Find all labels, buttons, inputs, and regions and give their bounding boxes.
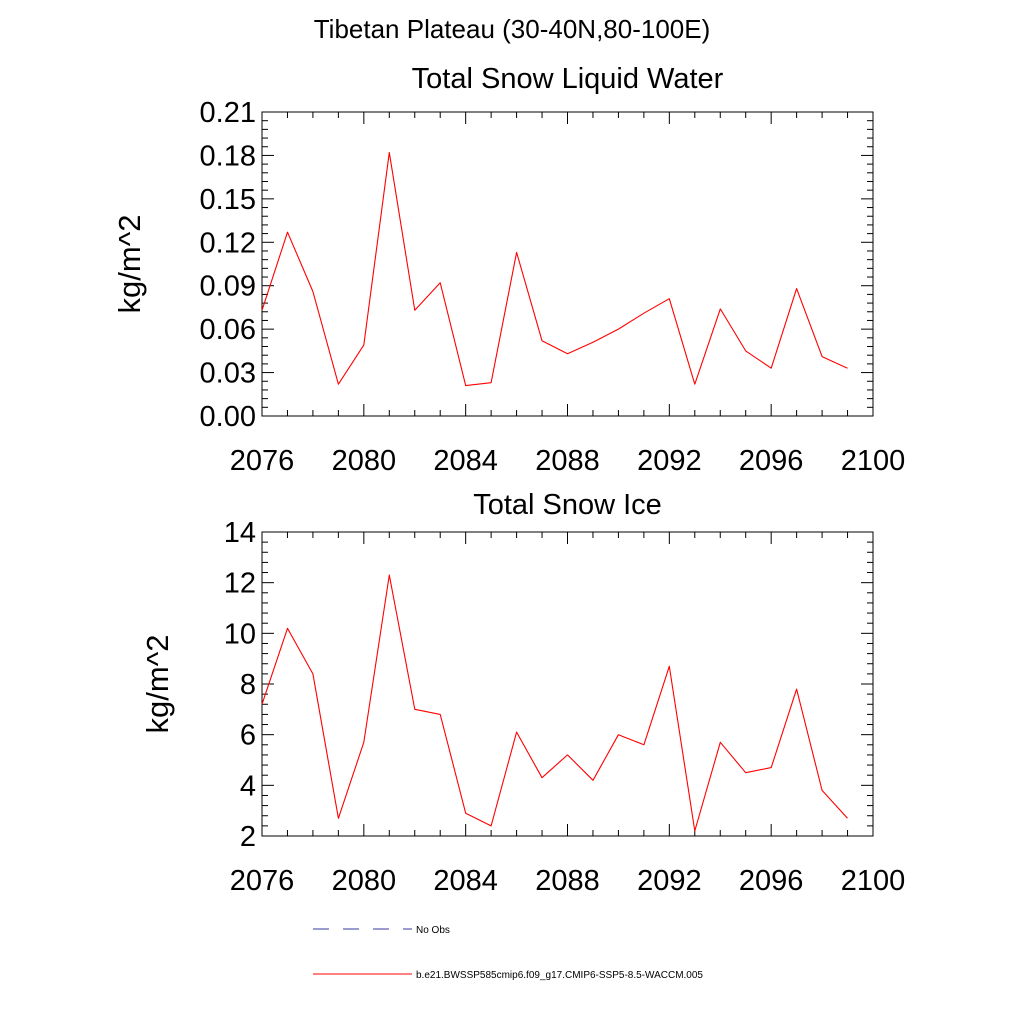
plot-frame <box>261 531 874 837</box>
x-tick-label: 2076 <box>230 445 295 477</box>
x-tick-label: 2088 <box>535 865 600 897</box>
y-tick-label: 0.12 <box>200 227 256 259</box>
panel-snow-liquid-water: Total Snow Liquid Water kg/m^2 2076 2080 208… <box>112 63 905 477</box>
legend-label: No Obs <box>416 925 450 936</box>
x-tick-label: 2100 <box>841 865 906 897</box>
page-title: Tibetan Plateau (30-40N,80-100E) <box>313 14 711 44</box>
x-tick-label: 2084 <box>433 865 498 897</box>
plot-frame <box>261 111 874 417</box>
y-tick-label: 0.21 <box>200 97 256 129</box>
y-axis-label: kg/m^2 <box>112 215 147 314</box>
x-tick-label: 2084 <box>433 445 498 477</box>
y-tick-label: 10 <box>224 618 256 650</box>
y-axis-label: kg/m^2 <box>140 635 175 734</box>
y-tick-label: 12 <box>224 568 256 600</box>
x-tick-label: 2076 <box>230 865 295 897</box>
x-tick-label: 2092 <box>637 445 702 477</box>
legend: No Obs b.e21.BWSSP585cmip6.f09_g17.CMIP6-… <box>313 925 703 981</box>
chart-title: Total Snow Ice <box>473 489 662 521</box>
x-tick-label: 2088 <box>535 445 600 477</box>
panel-snow-ice: Total Snow Ice kg/m^2 2076 2080 2084 2088 2092… <box>140 489 905 897</box>
series-line <box>261 574 848 832</box>
x-tick-label: 2080 <box>332 865 397 897</box>
series-line <box>261 151 848 387</box>
y-tick-label: 0.18 <box>200 140 256 172</box>
legend-label: b.e21.BWSSP585cmip6.f09_g17.CMIP6-SSP5-8… <box>416 970 703 981</box>
y-tick-label: 0.09 <box>200 271 256 303</box>
y-tick-label: 0.03 <box>200 358 256 390</box>
x-tick-label: 2096 <box>739 445 804 477</box>
x-tick-label: 2096 <box>739 865 804 897</box>
x-tick-label: 2092 <box>637 865 702 897</box>
y-tick-label: 4 <box>240 770 256 802</box>
y-tick-label: 6 <box>240 720 256 752</box>
y-tick-label: 14 <box>224 517 256 549</box>
chart-title: Total Snow Liquid Water <box>412 63 724 95</box>
y-tick-label: 0.15 <box>200 184 256 216</box>
y-tick-label: 2 <box>240 821 256 853</box>
x-tick-label: 2100 <box>841 445 906 477</box>
x-tick-label: 2080 <box>332 445 397 477</box>
y-tick-label: 0.00 <box>200 401 256 433</box>
y-tick-label: 8 <box>240 669 256 701</box>
y-tick-label: 0.06 <box>200 314 256 346</box>
